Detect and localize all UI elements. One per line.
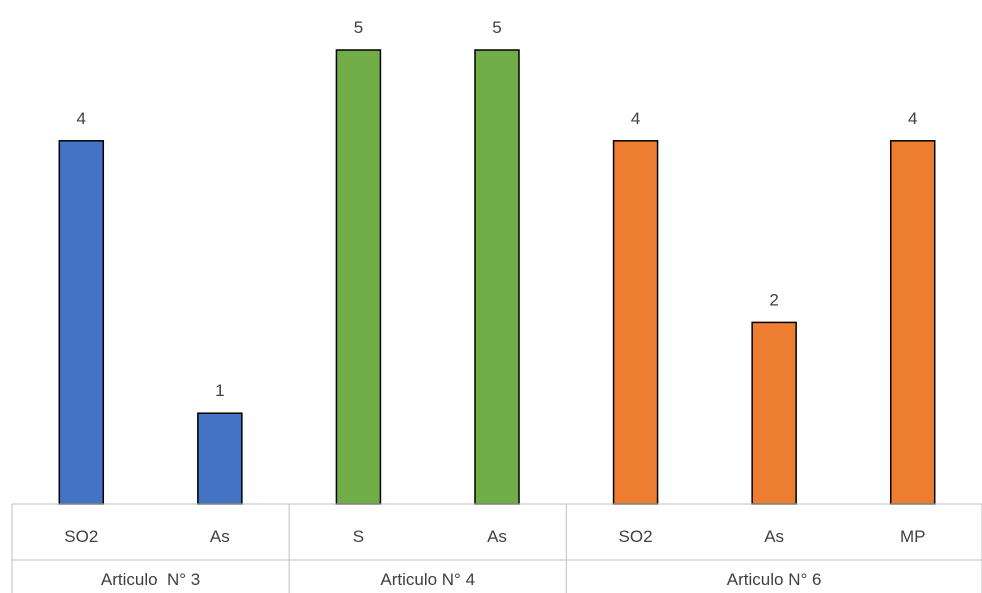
group-0-bar-1-category-label: As: [210, 527, 230, 546]
group-0-bar-1-value-label: 1: [215, 381, 224, 400]
group-0-bar-0-value-label: 4: [77, 109, 86, 128]
group-1-bar-0-value-label: 5: [354, 18, 363, 37]
group-2-label: Articulo N° 6: [727, 570, 822, 589]
group-1-bar-1-category-label: As: [487, 527, 507, 546]
group-0-label: Articulo N° 3: [101, 570, 200, 589]
group-2-bar-0-category-label: SO2: [619, 527, 653, 546]
group-2-bar-1-value-label: 2: [769, 290, 778, 309]
group-2-bar-0-value-label: 4: [631, 109, 640, 128]
group-2-bar-1-category-label: As: [764, 527, 784, 546]
group-0-bar-1: [197, 412, 243, 505]
group-1-bar-1-value-label: 5: [492, 18, 501, 37]
group-1-bar-0-category-label: S: [353, 527, 364, 546]
group-1-bar-0: [335, 49, 382, 505]
group-2-bar-2-value-label: 4: [908, 109, 917, 128]
group-2-bar-0: [612, 140, 659, 505]
group-1-bar-1: [474, 49, 520, 505]
group-0-bar-0-category-label: SO2: [64, 527, 98, 546]
category-axis: SO2 As Articulo N° 3 S As Articulo N° 4 SO2 As M…: [11, 503, 982, 593]
group-2-bar-2: [889, 140, 936, 505]
group-2-bar-1: [751, 321, 797, 505]
group-0-bar-0: [58, 140, 105, 505]
group-2-bar-2-category-label: MP: [900, 527, 926, 546]
group-1-label: Articulo N° 4: [380, 570, 475, 589]
bars-layer: [58, 49, 936, 505]
value-labels-layer: 4 1 5 5 4 2 4: [77, 18, 918, 400]
